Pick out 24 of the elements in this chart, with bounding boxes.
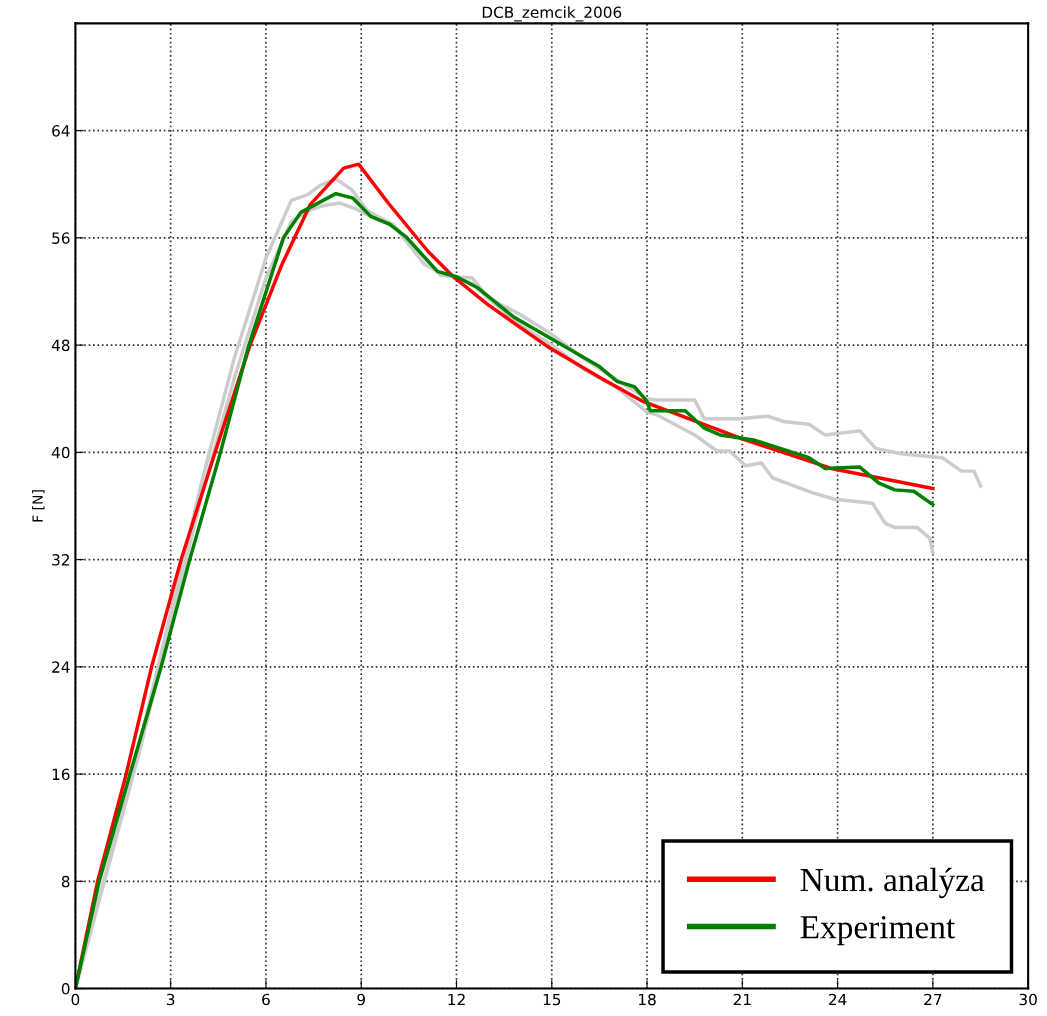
- y-tick-label: 8: [61, 875, 70, 888]
- legend-label: Num. analýza: [800, 867, 985, 899]
- x-tick-label: 24: [829, 993, 847, 1006]
- x-tick-label: 21: [733, 993, 751, 1006]
- x-tick-label: 27: [924, 993, 942, 1006]
- x-tick-label: 12: [448, 993, 465, 1006]
- y-tick-label: 32: [52, 554, 69, 566]
- x-tick-label: 6: [262, 993, 270, 1006]
- x-tick-label: 0: [71, 993, 80, 1006]
- x-tick-label: 30: [1019, 993, 1037, 1006]
- x-tick-label: 18: [639, 993, 656, 1006]
- x-tick-label: 3: [166, 993, 175, 1006]
- y-tick-label: 56: [52, 232, 70, 244]
- y-tick-label: 64: [52, 125, 70, 137]
- y-tick-label: 16: [52, 768, 70, 781]
- chart-title: DCB_zemcik_2006: [482, 6, 622, 22]
- y-tick-label: 24: [52, 661, 70, 673]
- x-tick-label: 15: [543, 993, 561, 1006]
- y-tick-label: 40: [51, 446, 70, 459]
- legend-label: Experiment: [800, 916, 956, 946]
- x-tick-label: 9: [357, 993, 365, 1006]
- y-tick-label: 0: [61, 983, 70, 995]
- y-tick-label: 48: [51, 339, 70, 352]
- y-axis-title: F [N]: [32, 490, 45, 522]
